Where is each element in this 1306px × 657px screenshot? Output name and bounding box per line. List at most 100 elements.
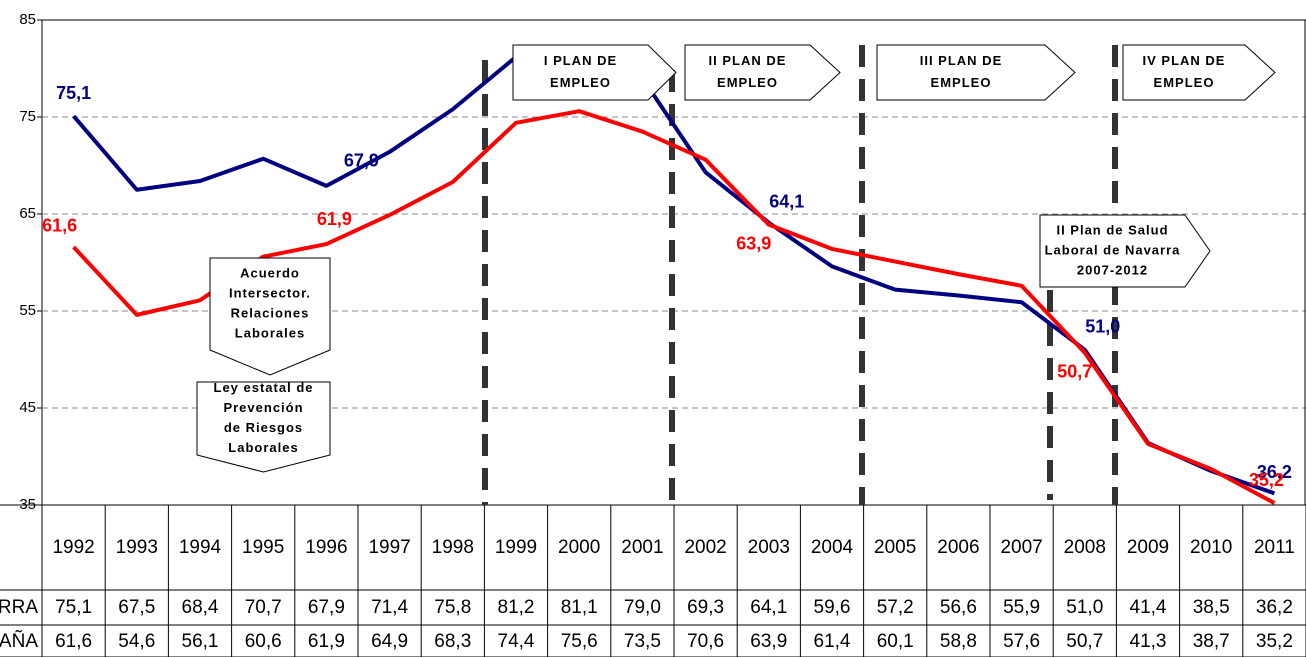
annotation-text: de Riesgos [224, 420, 303, 435]
x-tick-label: 1995 [242, 537, 284, 558]
annotation-box [512, 44, 677, 101]
table-cell: 36,2 [1256, 597, 1293, 618]
annotation-text: Relaciones [231, 305, 310, 320]
x-tick-label: 2009 [1127, 537, 1169, 558]
table-cell: 81,1 [561, 597, 598, 618]
table-cell: 67,9 [308, 597, 345, 618]
table-cell: 70,6 [687, 631, 724, 652]
table-cell: 35,2 [1256, 631, 1293, 652]
table-cell: 57,2 [877, 597, 914, 618]
x-tick-label: 2006 [937, 537, 979, 558]
table-cell: 64,1 [750, 597, 787, 618]
table-cell: 71,4 [371, 597, 408, 618]
table-cell: 70,7 [245, 597, 282, 618]
annotation-text: Intersector. [229, 285, 311, 300]
y-tick-label: 45 [19, 399, 36, 416]
table-cell: 75,8 [434, 597, 471, 618]
table-cell: 60,1 [877, 631, 914, 652]
x-tick-label: 2002 [684, 537, 726, 558]
annotation-text: IV PLAN DE [1143, 53, 1226, 68]
table-cell: 61,9 [308, 631, 345, 652]
data-label: 50,7 [1057, 361, 1092, 381]
table-cell: 59,6 [814, 597, 851, 618]
x-tick-label: 2003 [748, 537, 790, 558]
annotation-text: Laborales [235, 325, 305, 340]
table-cell: 38,7 [1193, 631, 1230, 652]
x-tick-label: 2001 [621, 537, 663, 558]
x-tick-label: 1999 [495, 537, 537, 558]
table-cell: 75,6 [561, 631, 598, 652]
annotation-text: Laborales [228, 440, 298, 455]
x-tick-label: 1998 [432, 537, 474, 558]
table-cell: 79,0 [624, 597, 661, 618]
annotation-box [876, 44, 1076, 101]
annotation-box [196, 381, 331, 473]
table-cell: 81,2 [498, 597, 535, 618]
table-cell: 64,9 [371, 631, 408, 652]
table-cell: 61,6 [55, 631, 92, 652]
x-tick-label: 1996 [305, 537, 347, 558]
table-cell: 63,9 [750, 631, 787, 652]
data-label: 67,9 [344, 151, 379, 171]
data-label: 63,9 [736, 233, 771, 253]
y-tick-label: 65 [19, 205, 36, 222]
annotation-text: Ley estatal de [214, 380, 314, 395]
legend-label: NAVARRA [0, 597, 38, 618]
table-cell: 38,5 [1193, 597, 1230, 618]
table-cell: 56,1 [182, 631, 219, 652]
data-label: 64,1 [769, 191, 804, 211]
annotation-box [209, 257, 331, 376]
table-cell: 50,7 [1066, 631, 1103, 652]
x-tick-label: 2010 [1190, 537, 1232, 558]
x-tick-label: 2000 [558, 537, 600, 558]
table-cell: 74,4 [498, 631, 535, 652]
table-cell: 73,5 [624, 631, 661, 652]
table-cell: 51,0 [1066, 597, 1103, 618]
data-label: 75,1 [56, 83, 91, 103]
table-cell: 55,9 [1003, 597, 1040, 618]
table-cell: 58,8 [940, 631, 977, 652]
x-tick-label: 2004 [811, 537, 854, 558]
y-tick-label: 35 [19, 496, 36, 513]
y-tick-label: 85 [19, 11, 36, 28]
data-label: 36,2 [1257, 462, 1292, 482]
data-label: 51,0 [1085, 317, 1120, 337]
data-label: 61,9 [317, 209, 352, 229]
table-cell: 67,5 [118, 597, 155, 618]
table-cell: 69,3 [687, 597, 724, 618]
legend-label: ESPAÑA [0, 630, 38, 652]
table-cell: 56,6 [940, 597, 977, 618]
data-label: 35,2 [1249, 470, 1284, 490]
annotation-text: EMPLEO [931, 75, 992, 90]
table-cell: 68,3 [434, 631, 471, 652]
annotation-text: Acuerdo [240, 265, 300, 280]
table-cell: 75,1 [55, 597, 92, 618]
table-cell: 61,4 [814, 631, 851, 652]
table-cell: 41,3 [1130, 631, 1167, 652]
x-tick-label: 2005 [874, 537, 916, 558]
x-tick-label: 1994 [179, 537, 222, 558]
annotation-box [1039, 214, 1211, 288]
x-tick-label: 2011 [1254, 537, 1295, 558]
annotation-text: EMPLEO [717, 75, 778, 90]
table-cell: 41,4 [1130, 597, 1167, 618]
x-tick-label: 2008 [1064, 537, 1106, 558]
data-label: 61,6 [42, 216, 77, 236]
annotation-text: EMPLEO [550, 75, 611, 90]
annotation-text: 2007-2012 [1077, 262, 1148, 277]
x-tick-label: 2007 [1000, 537, 1042, 558]
annotation-text: EMPLEO [1154, 75, 1215, 90]
annotation-text: I PLAN DE [544, 53, 617, 68]
annotation-box [684, 44, 841, 101]
annotation-text: Prevención [223, 400, 303, 415]
y-tick-label: 75 [19, 108, 36, 125]
annotation-text: Laboral de Navarra [1045, 242, 1181, 257]
annotation-text: II PLAN DE [709, 53, 787, 68]
table-cell: 60,6 [245, 631, 282, 652]
x-tick-label: 1997 [368, 537, 410, 558]
x-tick-label: 1992 [52, 537, 94, 558]
table-cell: 68,4 [182, 597, 219, 618]
annotation-box [1122, 44, 1276, 101]
annotation-text: II Plan de Salud [1056, 222, 1168, 237]
